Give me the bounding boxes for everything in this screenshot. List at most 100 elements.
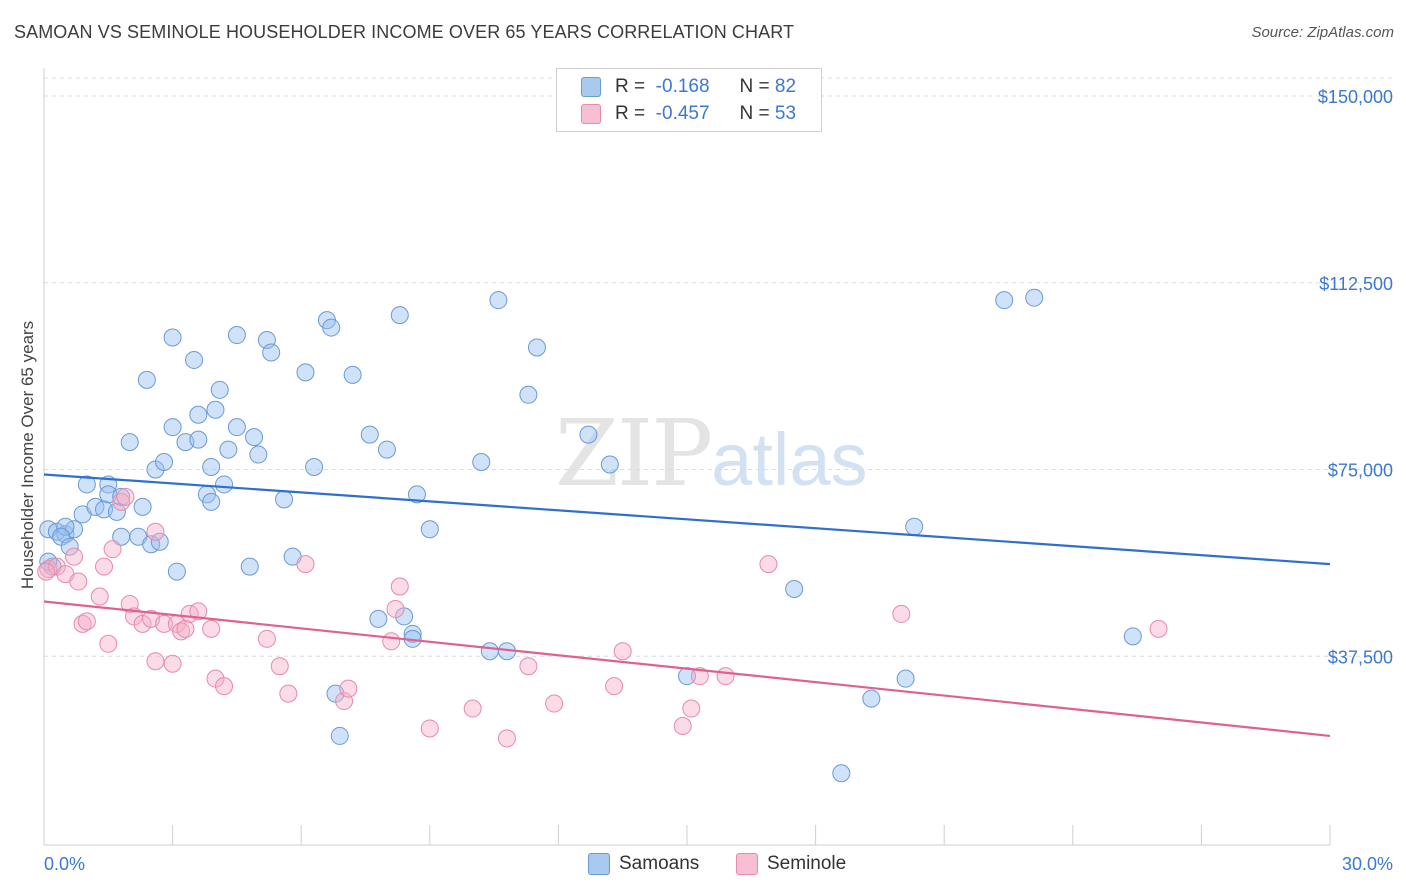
- legend-r-label: R =: [615, 76, 646, 97]
- samoans-point: [189, 430, 208, 449]
- samoans-point: [785, 580, 804, 599]
- legend-r-value: -0.457: [655, 103, 710, 124]
- samoans-point: [155, 453, 174, 472]
- bottom-legend-samoans: Samoans: [588, 851, 699, 877]
- samoans-point: [215, 475, 234, 494]
- samoans-point: [249, 445, 268, 464]
- samoans-point: [896, 669, 915, 688]
- samoans-point: [107, 502, 126, 521]
- samoans-point: [995, 291, 1014, 310]
- samoans-point: [330, 726, 349, 745]
- seminole-trend-line: [43, 600, 1331, 738]
- seminole-point: [133, 614, 152, 633]
- samoans-point: [527, 338, 546, 357]
- source-label: Source: ZipAtlas.com: [1251, 24, 1394, 41]
- samoans-point: [202, 458, 221, 477]
- legend-n-label: N =: [739, 76, 770, 97]
- samoans-point: [519, 385, 538, 404]
- samoans-point: [167, 562, 186, 581]
- seminole-point: [279, 684, 298, 703]
- bottom-legend-swatch-samoans: [588, 853, 610, 875]
- seminole-point: [690, 667, 709, 686]
- x-tick-label: 30.0%: [1342, 854, 1393, 874]
- seminole-point: [90, 587, 109, 606]
- seminole-point: [673, 716, 692, 735]
- seminole-point: [682, 699, 701, 718]
- samoans-point: [227, 326, 246, 345]
- correlation-legend: R = -0.168 N = 82 R = -0.457 N = 53: [556, 68, 822, 132]
- seminole-point: [37, 562, 56, 581]
- legend-r-value: -0.168: [655, 76, 710, 97]
- samoans-point: [206, 400, 225, 419]
- y-tick-label: $112,500: [1319, 274, 1393, 294]
- seminole-point: [257, 629, 276, 648]
- y-tick-label: $75,000: [1328, 461, 1393, 481]
- samoans-point: [163, 328, 182, 347]
- seminole-point: [716, 667, 735, 686]
- legend-row-seminole: R = -0.457 N = 53: [581, 101, 796, 127]
- tick-labels: $37,500 $75,000 $112,500 $150,000 0.0% 30.0%: [44, 87, 1393, 874]
- seminole-point: [605, 677, 624, 696]
- seminole-point: [163, 654, 182, 673]
- samoans-point: [1025, 288, 1044, 307]
- y-tick-label: $150,000: [1318, 87, 1393, 107]
- samoans-point: [133, 497, 152, 516]
- samoans-point: [112, 487, 131, 506]
- samoans-point: [360, 425, 379, 444]
- samoans-point: [403, 624, 422, 643]
- legend-row-samoans: R = -0.168 N = 82: [581, 74, 796, 100]
- seminole-point: [202, 619, 221, 638]
- samoans-point: [56, 517, 75, 536]
- seminole-point: [116, 487, 135, 506]
- samoans-point: [219, 440, 238, 459]
- seminole-point: [296, 555, 315, 574]
- seminole-point: [759, 555, 778, 574]
- seminole-point: [69, 572, 88, 591]
- samoans-point: [163, 418, 182, 437]
- seminole-point: [176, 619, 195, 638]
- trend-lines: [43, 473, 1331, 738]
- seminole-point: [892, 604, 911, 623]
- samoans-point: [240, 557, 259, 576]
- samoans-point: [275, 490, 294, 509]
- samoans-point: [137, 370, 156, 389]
- watermark-atlas: atlas: [711, 418, 868, 501]
- seminole-point: [99, 634, 118, 653]
- bottom-legend-label-seminole: Seminole: [767, 853, 847, 874]
- samoans-point: [296, 363, 315, 382]
- samoans-point: [480, 642, 499, 661]
- samoans-point: [862, 689, 881, 708]
- seminole-point: [463, 699, 482, 718]
- samoans-trend-line: [43, 473, 1331, 566]
- samoans-point: [369, 609, 388, 628]
- samoans-point: [600, 455, 619, 474]
- legend-swatch-samoans: [581, 77, 601, 97]
- samoans-point: [150, 532, 169, 551]
- seminole-point: [497, 729, 516, 748]
- samoans-point: [832, 764, 851, 783]
- samoans-point: [77, 475, 96, 494]
- seminole-point: [95, 557, 114, 576]
- samoans-point: [489, 291, 508, 310]
- samoans-point: [185, 350, 204, 369]
- watermark: ZIPatlas: [555, 400, 867, 507]
- samoans-point: [245, 428, 264, 447]
- samoans-point: [227, 418, 246, 437]
- samoans-point: [905, 517, 924, 536]
- seminole-point: [155, 614, 174, 633]
- chart-title: SAMOAN VS SEMINOLE HOUSEHOLDER INCOME OV…: [14, 22, 795, 42]
- samoans-point: [210, 380, 229, 399]
- samoans-point: [579, 425, 598, 444]
- samoans-point: [390, 306, 409, 325]
- seminole-point: [65, 547, 84, 566]
- seminole-point: [77, 612, 96, 631]
- seminole-point: [613, 642, 632, 661]
- y-axis-label: Householder Income Over 65 years: [18, 321, 37, 589]
- axes: [43, 68, 1331, 846]
- seminole-point: [420, 719, 439, 738]
- seminole-point: [386, 599, 405, 618]
- data-points: [37, 288, 1168, 783]
- samoans-point: [120, 433, 139, 452]
- legend-n-label: N =: [739, 103, 770, 124]
- seminole-point: [146, 522, 165, 541]
